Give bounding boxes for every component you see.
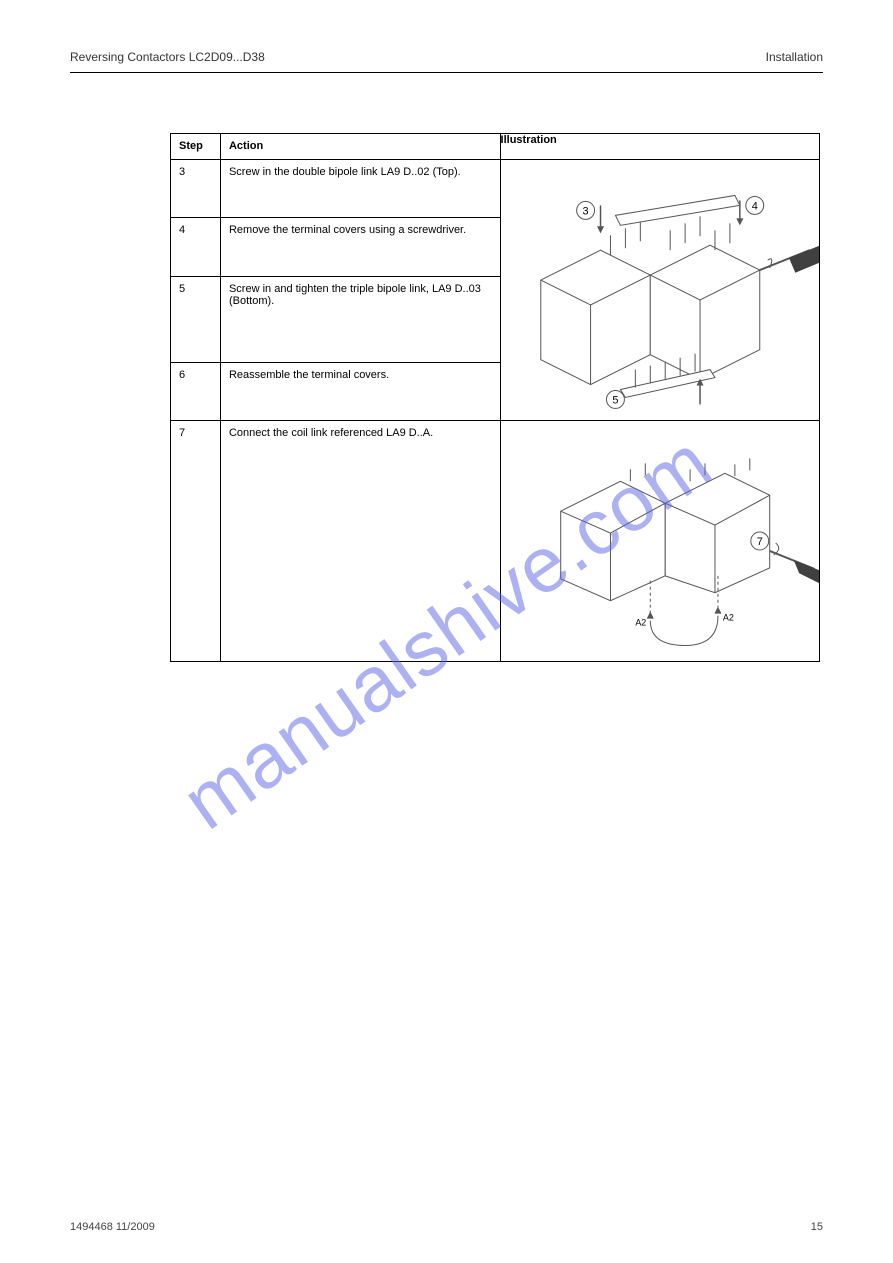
illus1-label-4: 4 — [751, 200, 757, 212]
step-number: 6 — [171, 362, 221, 420]
illustration-cell-2: 7 A2 A2 — [500, 421, 819, 662]
page-footer: 1494468 11/2009 15 — [70, 1221, 823, 1233]
illustration-2: 7 A2 A2 — [501, 421, 819, 661]
illus1-label-5: 5 — [612, 394, 618, 406]
footer-right: 15 — [811, 1221, 823, 1233]
step-number: 7 — [171, 421, 221, 662]
step-action: Screw in the double bipole link LA9 D..0… — [220, 160, 500, 218]
page: Reversing Contactors LC2D09...D38 Instal… — [0, 0, 893, 1263]
step-number: 4 — [171, 218, 221, 276]
col-head-illustration: Illustration — [500, 134, 819, 160]
illustration-cell-1: 3 4 — [500, 160, 819, 421]
header-left: Reversing Contactors LC2D09...D38 — [70, 50, 265, 64]
step-number: 3 — [171, 160, 221, 218]
illustration-1: 3 4 — [501, 160, 819, 420]
illus1-label-3: 3 — [582, 205, 588, 217]
step-action: Remove the terminal covers using a screw… — [220, 218, 500, 276]
table-row: 3 Screw in the double bipole link LA9 D.… — [171, 160, 820, 218]
step-number: 5 — [171, 276, 221, 362]
footer-left: 1494468 11/2009 — [70, 1221, 155, 1233]
step-action: Screw in and tighten the triple bipole l… — [220, 276, 500, 362]
header-right: Installation — [766, 50, 823, 64]
instruction-table-wrap: Step Action Illustration 3 Screw in the … — [170, 133, 823, 662]
col-head-step: Step — [171, 134, 221, 160]
step-action: Connect the coil link referenced LA9 D..… — [220, 421, 500, 662]
step-action: Reassemble the terminal covers. — [220, 362, 500, 420]
illus2-wire-label-right: A2 — [722, 613, 733, 623]
illus2-label-7: 7 — [756, 536, 762, 548]
table-row: 7 Connect the coil link referenced LA9 D… — [171, 421, 820, 662]
table-header-row: Step Action Illustration — [171, 134, 820, 160]
col-head-action: Action — [220, 134, 500, 160]
page-header: Reversing Contactors LC2D09...D38 Instal… — [70, 50, 823, 73]
illus2-wire-label-left: A2 — [635, 618, 646, 628]
instruction-table: Step Action Illustration 3 Screw in the … — [170, 133, 820, 662]
